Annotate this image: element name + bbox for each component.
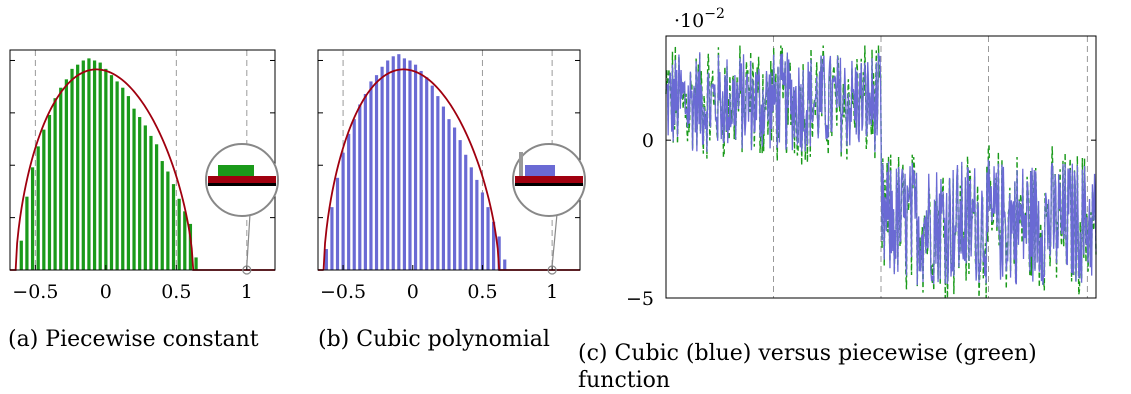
- lens-curve-band: [515, 176, 583, 183]
- histogram-bar: [166, 171, 170, 270]
- density-curve: [318, 68, 580, 271]
- histogram-bar: [425, 77, 429, 270]
- histogram-bar: [464, 154, 468, 270]
- plot-frame: [9, 49, 276, 271]
- histogram-bar: [419, 70, 423, 270]
- histogram-bar: [154, 144, 159, 270]
- histogram-bar: [76, 64, 80, 271]
- axis-scale-label: ·10−2: [674, 6, 725, 32]
- histogram-bar: [386, 60, 390, 270]
- histogram-bar: [352, 119, 356, 271]
- histogram-bar: [92, 60, 97, 270]
- caption-a: (a) Piecewise constant: [8, 327, 259, 352]
- histogram-bar: [188, 223, 193, 270]
- histogram-bar: [441, 106, 446, 270]
- histogram-bar: [369, 81, 373, 270]
- histogram-bar: [30, 167, 35, 270]
- histogram-bar: [143, 125, 147, 270]
- x-tick-label: −0.5: [12, 281, 58, 303]
- histogram-bar: [36, 146, 40, 270]
- lens-bar: [525, 165, 555, 176]
- histogram-bar: [447, 119, 451, 271]
- histogram-bar: [380, 66, 384, 270]
- histogram-bar: [25, 196, 29, 270]
- x-tick-label: 1: [241, 281, 253, 303]
- histogram-bar: [171, 184, 176, 270]
- histogram-bar: [330, 207, 334, 270]
- x-tick-label: 0.5: [467, 281, 497, 303]
- histogram-bar: [363, 94, 367, 270]
- histogram-bar: [503, 259, 507, 270]
- caption-b: (b) Cubic polynomial: [318, 327, 550, 352]
- histogram-bar: [42, 129, 46, 270]
- histogram-bar: [177, 198, 181, 270]
- x-tick-label: −0.5: [320, 281, 366, 303]
- lens-target-circle: [242, 265, 252, 275]
- histogram-bar: [497, 236, 501, 270]
- y-tick-label: 0: [642, 130, 654, 152]
- chart-panel-c: 0 −5 ·10−2: [626, 6, 1097, 310]
- histogram-bar: [480, 192, 485, 270]
- caption-c: (c) Cubic (blue) versus piecewise (green…: [578, 341, 1037, 393]
- x-tick-label: 0.5: [161, 281, 191, 303]
- histogram-bar: [458, 140, 462, 270]
- histogram-bar: [64, 79, 69, 270]
- x-tick-label: 1: [546, 281, 558, 303]
- histogram-bar: [391, 56, 395, 271]
- histogram-bar: [469, 167, 473, 270]
- histogram-bar: [121, 87, 125, 270]
- histogram-bar: [126, 96, 131, 270]
- histogram-bar: [70, 68, 74, 270]
- lens-pointer: [551, 213, 558, 267]
- histogram-bar: [132, 108, 136, 271]
- histogram-bar: [138, 117, 142, 270]
- histogram-bar: [335, 177, 340, 270]
- series-line-blue: [665, 52, 1097, 286]
- density-curve: [10, 68, 275, 271]
- histogram-bar: [149, 135, 153, 270]
- histogram-bar: [408, 60, 412, 270]
- histogram-bar: [475, 179, 479, 270]
- x-tick-label: 0: [407, 281, 419, 303]
- histogram-bar: [397, 54, 401, 270]
- histogram-bar: [183, 211, 187, 270]
- lens-small-bar: [519, 152, 523, 176]
- histogram-bar: [194, 257, 198, 270]
- histogram-bar: [452, 127, 457, 271]
- histogram-bar: [19, 240, 23, 270]
- histogram-bar: [98, 62, 102, 271]
- histogram-bar: [341, 152, 345, 270]
- histogram-bar: [160, 161, 164, 270]
- histogram-bar: [492, 221, 496, 270]
- histogram-bar: [324, 249, 328, 270]
- histogram-bar: [486, 207, 490, 270]
- chart-panel-b: −0.5 0 0.5 1: [317, 49, 586, 303]
- chart-panel-a: −0.5 0 0.5 1: [9, 49, 279, 303]
- histogram-bar: [115, 81, 119, 270]
- lens-axis-band: [208, 183, 276, 186]
- histogram-bar: [413, 64, 418, 271]
- histogram-bar: [47, 114, 52, 270]
- histogram-bar: [53, 98, 57, 270]
- lens-axis-band: [515, 183, 583, 186]
- histogram-bar: [59, 87, 63, 270]
- y-tick-label: −5: [626, 288, 654, 310]
- x-tick-label: 0: [100, 281, 112, 303]
- histogram-bar: [109, 75, 114, 271]
- lens-bar: [218, 165, 254, 176]
- histogram-bar: [87, 58, 91, 270]
- histogram-bar: [436, 96, 440, 270]
- histogram-bar: [358, 104, 362, 270]
- lens-pointer: [246, 213, 251, 267]
- lens-curve-band: [208, 176, 276, 183]
- histogram-bar: [402, 58, 406, 270]
- lens-target-circle: [547, 265, 557, 275]
- plot-frame: [665, 35, 1097, 299]
- histogram-bar: [430, 85, 434, 270]
- histogram-bar: [81, 60, 85, 270]
- histogram-bar: [374, 75, 379, 271]
- histogram-bar: [347, 133, 351, 270]
- histogram-bar: [104, 68, 108, 270]
